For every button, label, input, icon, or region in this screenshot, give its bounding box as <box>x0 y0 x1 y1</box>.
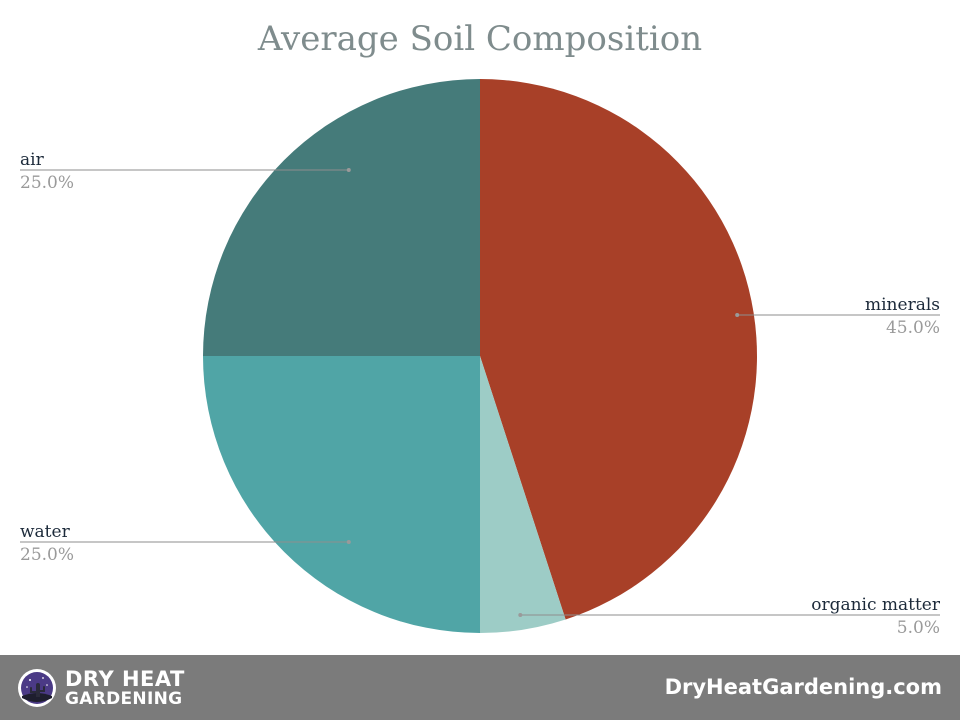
leader-dot <box>518 613 523 617</box>
leader-dot <box>346 540 351 544</box>
pie-slice-minerals <box>480 79 757 620</box>
slice-label-organic-matter: organic matter 5.0% <box>518 595 941 638</box>
slice-label-water: water 25.0% <box>20 522 351 565</box>
leader-dot <box>346 168 351 172</box>
slice-value-label: 45.0% <box>886 318 940 338</box>
night-cactus-logo-icon <box>18 669 56 707</box>
slice-label-air: air 25.0% <box>20 150 351 193</box>
slice-value-label: 25.0% <box>20 545 74 565</box>
brand[interactable]: DRY HEAT GARDENING <box>17 668 185 708</box>
slice-name-label: water <box>20 522 71 542</box>
slice-value-label: 5.0% <box>897 618 940 638</box>
pie-slice-air <box>203 79 480 356</box>
brand-line1: DRY HEAT <box>65 666 185 691</box>
footer-bar: DRY HEAT GARDENING DryHeatGardening.com <box>0 655 960 720</box>
pie-chart: Average Soil Composition minerals 45.0% or… <box>20 19 941 638</box>
brand-line2: GARDENING <box>65 688 183 709</box>
brand-text: DRY HEAT GARDENING <box>65 666 185 709</box>
slice-label-minerals: minerals 45.0% <box>735 295 940 338</box>
slice-name-label: air <box>20 150 45 170</box>
slice-name-label: organic matter <box>811 595 941 615</box>
chart-title: Average Soil Composition <box>257 19 702 59</box>
slice-value-label: 25.0% <box>20 173 74 193</box>
pie-slice-water <box>203 356 480 633</box>
slice-name-label: minerals <box>865 295 940 315</box>
leader-dot <box>735 313 740 317</box>
site-url-link[interactable]: DryHeatGardening.com <box>664 675 942 699</box>
pie-slice-organic-matter <box>480 356 566 633</box>
